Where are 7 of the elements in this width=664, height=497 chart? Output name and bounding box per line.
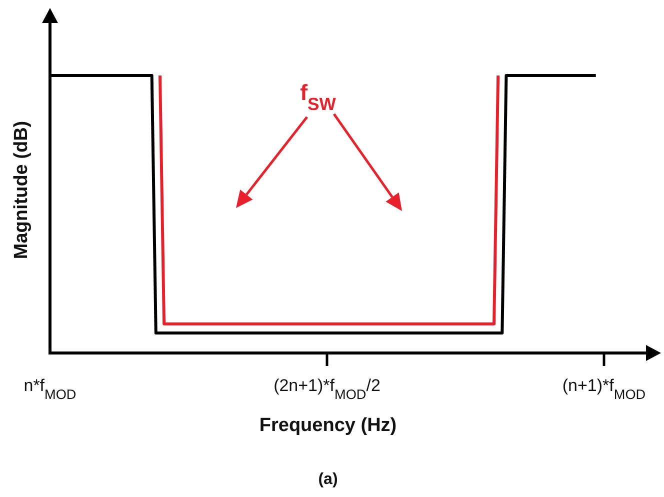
x-axis-title: Frequency (Hz) xyxy=(259,415,397,436)
annotation: f$_{SW}$ xyxy=(300,80,336,114)
text: (a) xyxy=(318,471,338,488)
y-axis-title: Magnitude (dB) xyxy=(11,120,32,260)
x-tick-label: n*f$_{MOD}$ xyxy=(24,376,76,402)
x-tick-label: (n+1)*f$_{MOD}$ xyxy=(562,376,646,402)
x-tick-label: (2n+1)*f$_{MOD}$/2 xyxy=(274,376,380,402)
